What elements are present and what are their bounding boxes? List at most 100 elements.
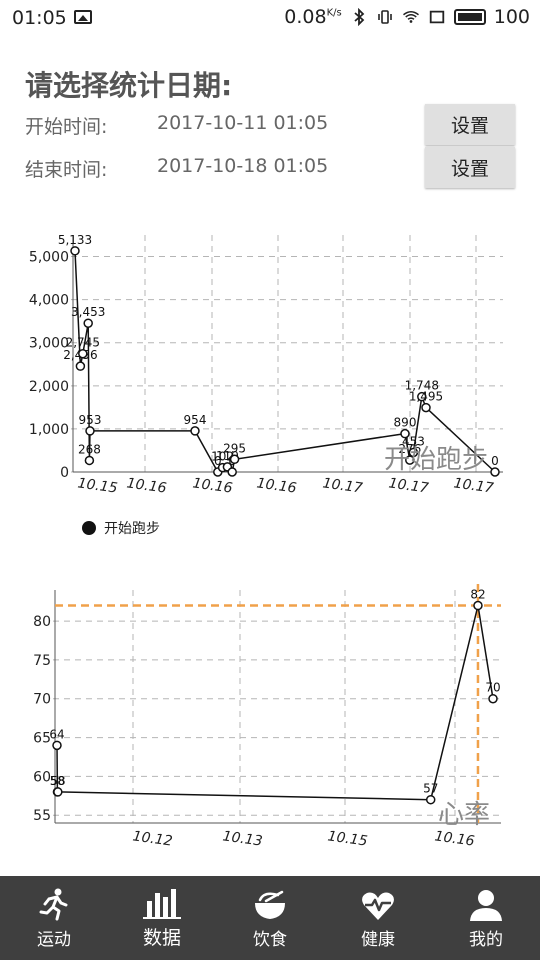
data-label: 82 bbox=[470, 588, 485, 602]
end-time-label: 结束时间: bbox=[25, 159, 108, 181]
tab-health[interactable]: 健康 bbox=[324, 876, 432, 960]
y-tick-label: 65 bbox=[33, 731, 51, 747]
legend-marker bbox=[82, 521, 96, 535]
vibrate-icon bbox=[377, 10, 392, 24]
data-label: 102 bbox=[211, 450, 234, 464]
data-label: 0 bbox=[214, 454, 222, 468]
image-notification-icon bbox=[74, 10, 92, 24]
data-point bbox=[490, 467, 500, 477]
data-label: 0 bbox=[491, 454, 499, 468]
data-point bbox=[417, 391, 427, 402]
y-tick-label: 75 bbox=[33, 653, 51, 669]
x-tick-label: 10.16 bbox=[126, 475, 168, 496]
data-point bbox=[85, 426, 95, 436]
battery-level: 100 bbox=[493, 6, 530, 28]
sim-icon bbox=[429, 10, 444, 24]
data-label: 5,133 bbox=[58, 233, 92, 247]
data-point bbox=[227, 467, 237, 477]
x-tick-label: 10.17 bbox=[453, 475, 495, 496]
y-tick-label: 55 bbox=[33, 808, 51, 824]
data-label: 64 bbox=[49, 727, 64, 741]
tab-health-label: 健康 bbox=[361, 930, 395, 950]
tab-data-label: 数据 bbox=[142, 927, 181, 949]
data-point bbox=[78, 348, 88, 359]
net-speed: 0.08K/s bbox=[284, 6, 342, 28]
status-right: 0.08K/s 100 bbox=[284, 6, 530, 28]
page-title: 请选择统计日期: bbox=[25, 69, 233, 102]
bowl-icon bbox=[255, 890, 285, 919]
tab-data[interactable]: 数据 bbox=[108, 876, 216, 960]
data-label: 58 bbox=[50, 774, 65, 788]
y-tick-label: 1,000 bbox=[29, 422, 69, 438]
bluetooth-icon bbox=[354, 8, 365, 26]
status-time: 01:05 bbox=[12, 7, 67, 29]
data-point bbox=[473, 600, 483, 611]
runner-icon bbox=[39, 888, 68, 921]
y-tick-label: 60 bbox=[33, 769, 51, 785]
tab-mine[interactable]: 我的 bbox=[432, 876, 540, 960]
x-tick-label: 10.16 bbox=[256, 475, 298, 496]
x-tick-label: 10.12 bbox=[132, 828, 174, 849]
data-point bbox=[405, 455, 415, 465]
x-tick-label: 10.17 bbox=[388, 475, 430, 496]
user-icon bbox=[470, 890, 502, 921]
tab-diet[interactable]: 饮食 bbox=[216, 876, 324, 960]
data-point bbox=[75, 361, 86, 371]
data-label: 953 bbox=[79, 413, 102, 427]
x-tick-label: 10.15 bbox=[77, 475, 119, 496]
legend-label: 开始跑步 bbox=[104, 521, 160, 537]
set-start-button[interactable]: 设置 bbox=[425, 104, 515, 145]
data-point bbox=[70, 246, 80, 256]
tab-sport-label: 运动 bbox=[37, 930, 71, 950]
x-tick-label: 10.16 bbox=[434, 828, 476, 849]
y-tick-label: 80 bbox=[33, 614, 51, 630]
data-label: 268 bbox=[78, 442, 101, 456]
tab-mine-label: 我的 bbox=[469, 930, 503, 950]
data-point bbox=[190, 426, 200, 436]
data-label: 3,453 bbox=[71, 305, 105, 319]
data-label: 58 bbox=[50, 774, 65, 788]
heart-pulse-icon bbox=[362, 892, 394, 920]
x-tick-label: 10.15 bbox=[327, 828, 369, 849]
end-time-value[interactable]: 2017-10-18 01:05 bbox=[157, 155, 329, 177]
y-tick-label: 70 bbox=[33, 692, 51, 708]
data-label: 453 bbox=[402, 434, 425, 448]
bottom-tab-bar: 运动 数据 饮食 健康 我的 bbox=[0, 876, 540, 960]
tab-sport[interactable]: 运动 bbox=[0, 876, 108, 960]
data-label: 70 bbox=[485, 681, 500, 695]
data-label: 57 bbox=[423, 782, 438, 796]
data-point bbox=[400, 428, 410, 439]
data-label: 954 bbox=[184, 413, 207, 427]
data-point bbox=[83, 318, 93, 328]
data-point bbox=[488, 693, 498, 704]
data-label: 1,748 bbox=[405, 379, 439, 393]
running-chart-legend: 开始跑步 bbox=[82, 518, 160, 538]
running-chart[interactable]: 0 1,000 2,000 3,000 4,000 5,000 10.15 10.16 10.1… bbox=[0, 225, 540, 510]
y-tick-label: 0 bbox=[60, 465, 69, 481]
x-tick-label: 10.16 bbox=[192, 475, 234, 496]
data-label: 2,745 bbox=[66, 336, 100, 350]
y-tick-label: 4,000 bbox=[29, 293, 69, 309]
data-point bbox=[421, 402, 431, 413]
y-tick-label: 5,000 bbox=[29, 250, 69, 266]
data-label: 295 bbox=[223, 441, 246, 455]
tab-diet-label: 饮食 bbox=[253, 930, 287, 950]
start-time-value[interactable]: 2017-10-11 01:05 bbox=[157, 112, 329, 134]
data-point bbox=[52, 740, 62, 751]
status-bar: 01:05 0.08K/s 100 bbox=[0, 0, 540, 36]
set-end-button[interactable]: 设置 bbox=[425, 147, 515, 188]
series-line bbox=[56, 605, 494, 801]
chart-description: 开始跑步 bbox=[384, 445, 488, 475]
start-time-label: 开始时间: bbox=[25, 116, 108, 138]
y-tick-label: 3,000 bbox=[29, 336, 69, 352]
data-point bbox=[84, 455, 95, 466]
data-point bbox=[425, 794, 436, 805]
data-point bbox=[229, 454, 240, 465]
chart-description: 心率 bbox=[438, 800, 490, 830]
y-tick-label: 2,000 bbox=[29, 379, 69, 395]
x-tick-label: 10.17 bbox=[322, 475, 364, 496]
data-point bbox=[408, 447, 419, 458]
wifi-icon bbox=[402, 11, 419, 23]
bar-chart-icon bbox=[143, 889, 181, 919]
